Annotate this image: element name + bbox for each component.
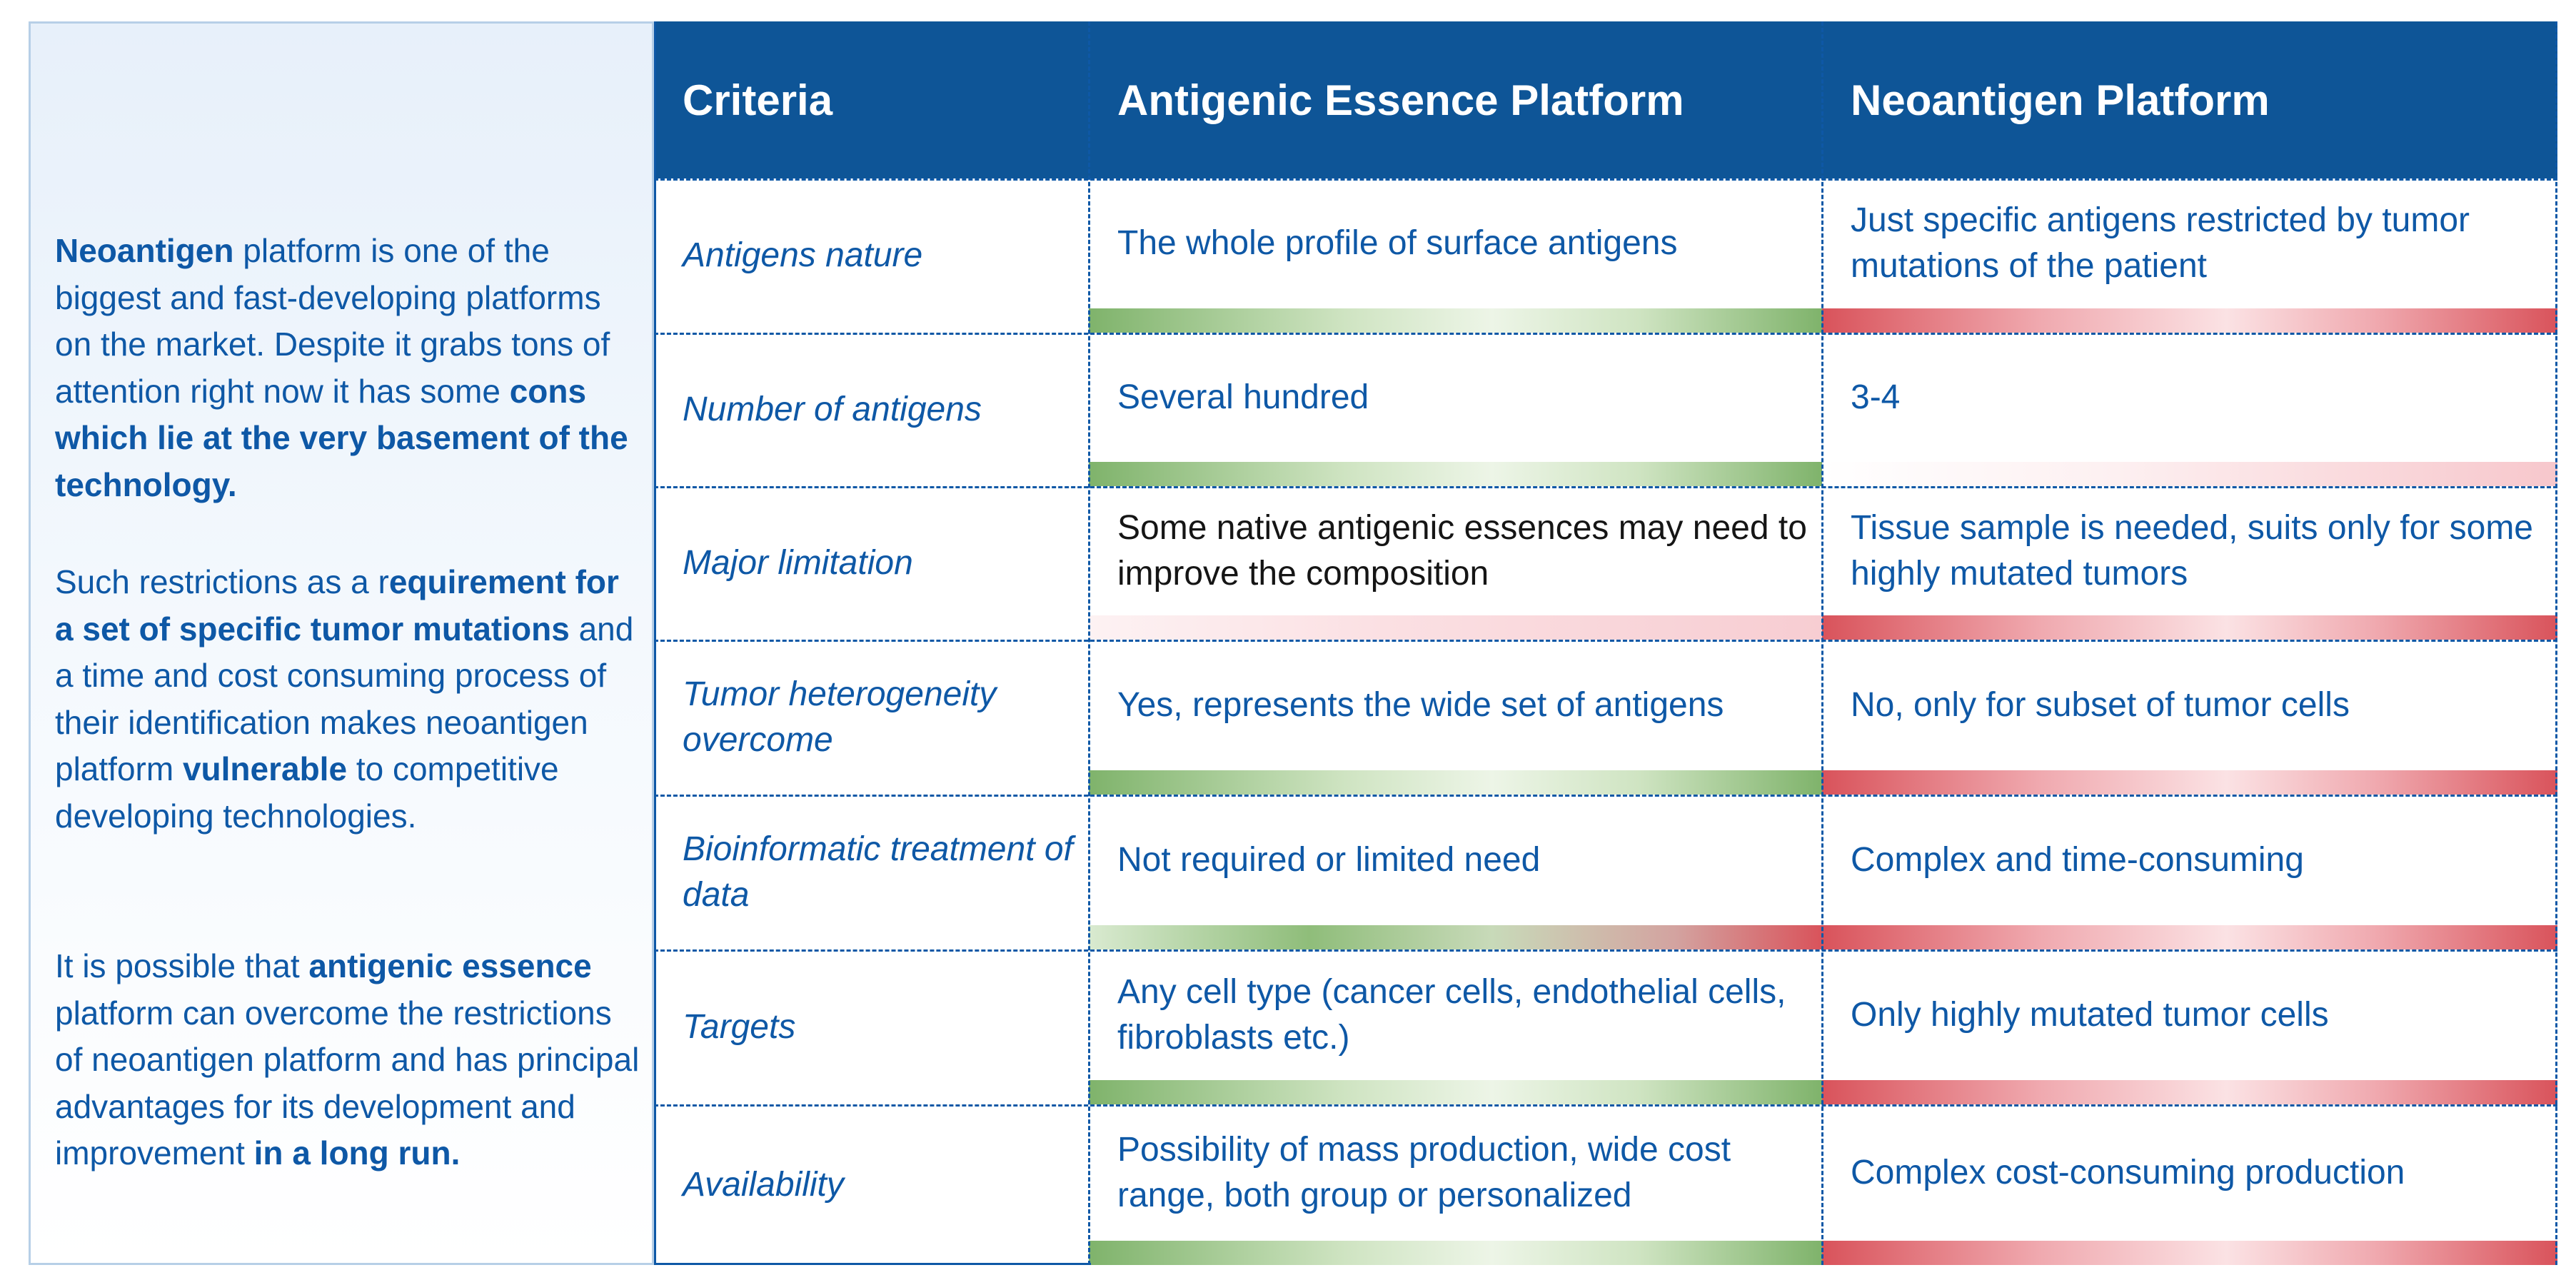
criteria-column-frame: [654, 21, 1091, 1265]
negative-bar: [1822, 615, 2557, 640]
header-antigenic-essence: Antigenic Essence Platform: [1089, 21, 1822, 178]
neoantigen-cell: 3-4: [1822, 333, 2557, 462]
positive-bar: [1089, 770, 1822, 795]
negative-bar: [1822, 1241, 2557, 1265]
positive-bar: [1089, 1080, 1822, 1104]
essence-cell: Several hundred: [1089, 333, 1822, 462]
neoantigen-cell: Just specific antigens restricted by tum…: [1822, 178, 2557, 308]
text: Such restrictions as a r: [55, 563, 389, 600]
comparison-table: Criteria Antigenic Essence Platform Neoa…: [654, 21, 2557, 1265]
essence-cell: Some native antigenic essences may need …: [1089, 486, 1822, 615]
positive-bar: [1089, 308, 1822, 333]
mixed-bar: [1089, 925, 1822, 949]
header-neoantigen: Neoantigen Platform: [1822, 21, 2557, 178]
negative-bar: [1822, 1080, 2557, 1104]
emphasis-long-run: in a long run.: [254, 1134, 461, 1171]
neoantigen-cell: Tissue sample is needed, suits only for …: [1822, 486, 2557, 615]
essence-cell: Not required or limited need: [1089, 795, 1822, 925]
text: It is possible that: [55, 947, 308, 984]
weak-negative-bar: [1089, 615, 1822, 640]
emphasis-antigenic-essence: antigenic essence: [308, 947, 591, 984]
summary-paragraph-1: Neoantigen platform is one of the bigges…: [55, 228, 640, 508]
summary-paragraph-3: It is possible that antigenic essence pl…: [55, 943, 640, 1177]
column-divider: [1821, 21, 1823, 1265]
weak-negative-bar: [1822, 462, 2557, 486]
positive-bar: [1089, 1241, 1822, 1265]
neoantigen-cell: Complex and time-consuming: [1822, 795, 2557, 925]
neoantigen-cell: No, only for subset of tumor cells: [1822, 640, 2557, 770]
essence-cell: Yes, represents the wide set of antigens: [1089, 640, 1822, 770]
emphasis-vulnerable: vulnerable: [183, 750, 347, 787]
essence-cell: The whole profile of surface antigens: [1089, 178, 1822, 308]
essence-cell: Possibility of mass production, wide cos…: [1089, 1104, 1822, 1241]
column-divider: [2555, 21, 2557, 1265]
summary-panel: Neoantigen platform is one of the bigges…: [29, 21, 654, 1265]
neoantigen-cell: Complex cost-consuming production: [1822, 1104, 2557, 1241]
neoantigen-cell: Only highly mutated tumor cells: [1822, 949, 2557, 1080]
negative-bar: [1822, 925, 2557, 949]
negative-bar: [1822, 308, 2557, 333]
negative-bar: [1822, 770, 2557, 795]
summary-paragraph-2: Such restrictions as a requirement for a…: [55, 559, 640, 840]
emphasis-neoantigen: Neoantigen: [55, 232, 233, 269]
positive-bar: [1089, 462, 1822, 486]
essence-cell: Any cell type (cancer cells, endothelial…: [1089, 949, 1822, 1080]
